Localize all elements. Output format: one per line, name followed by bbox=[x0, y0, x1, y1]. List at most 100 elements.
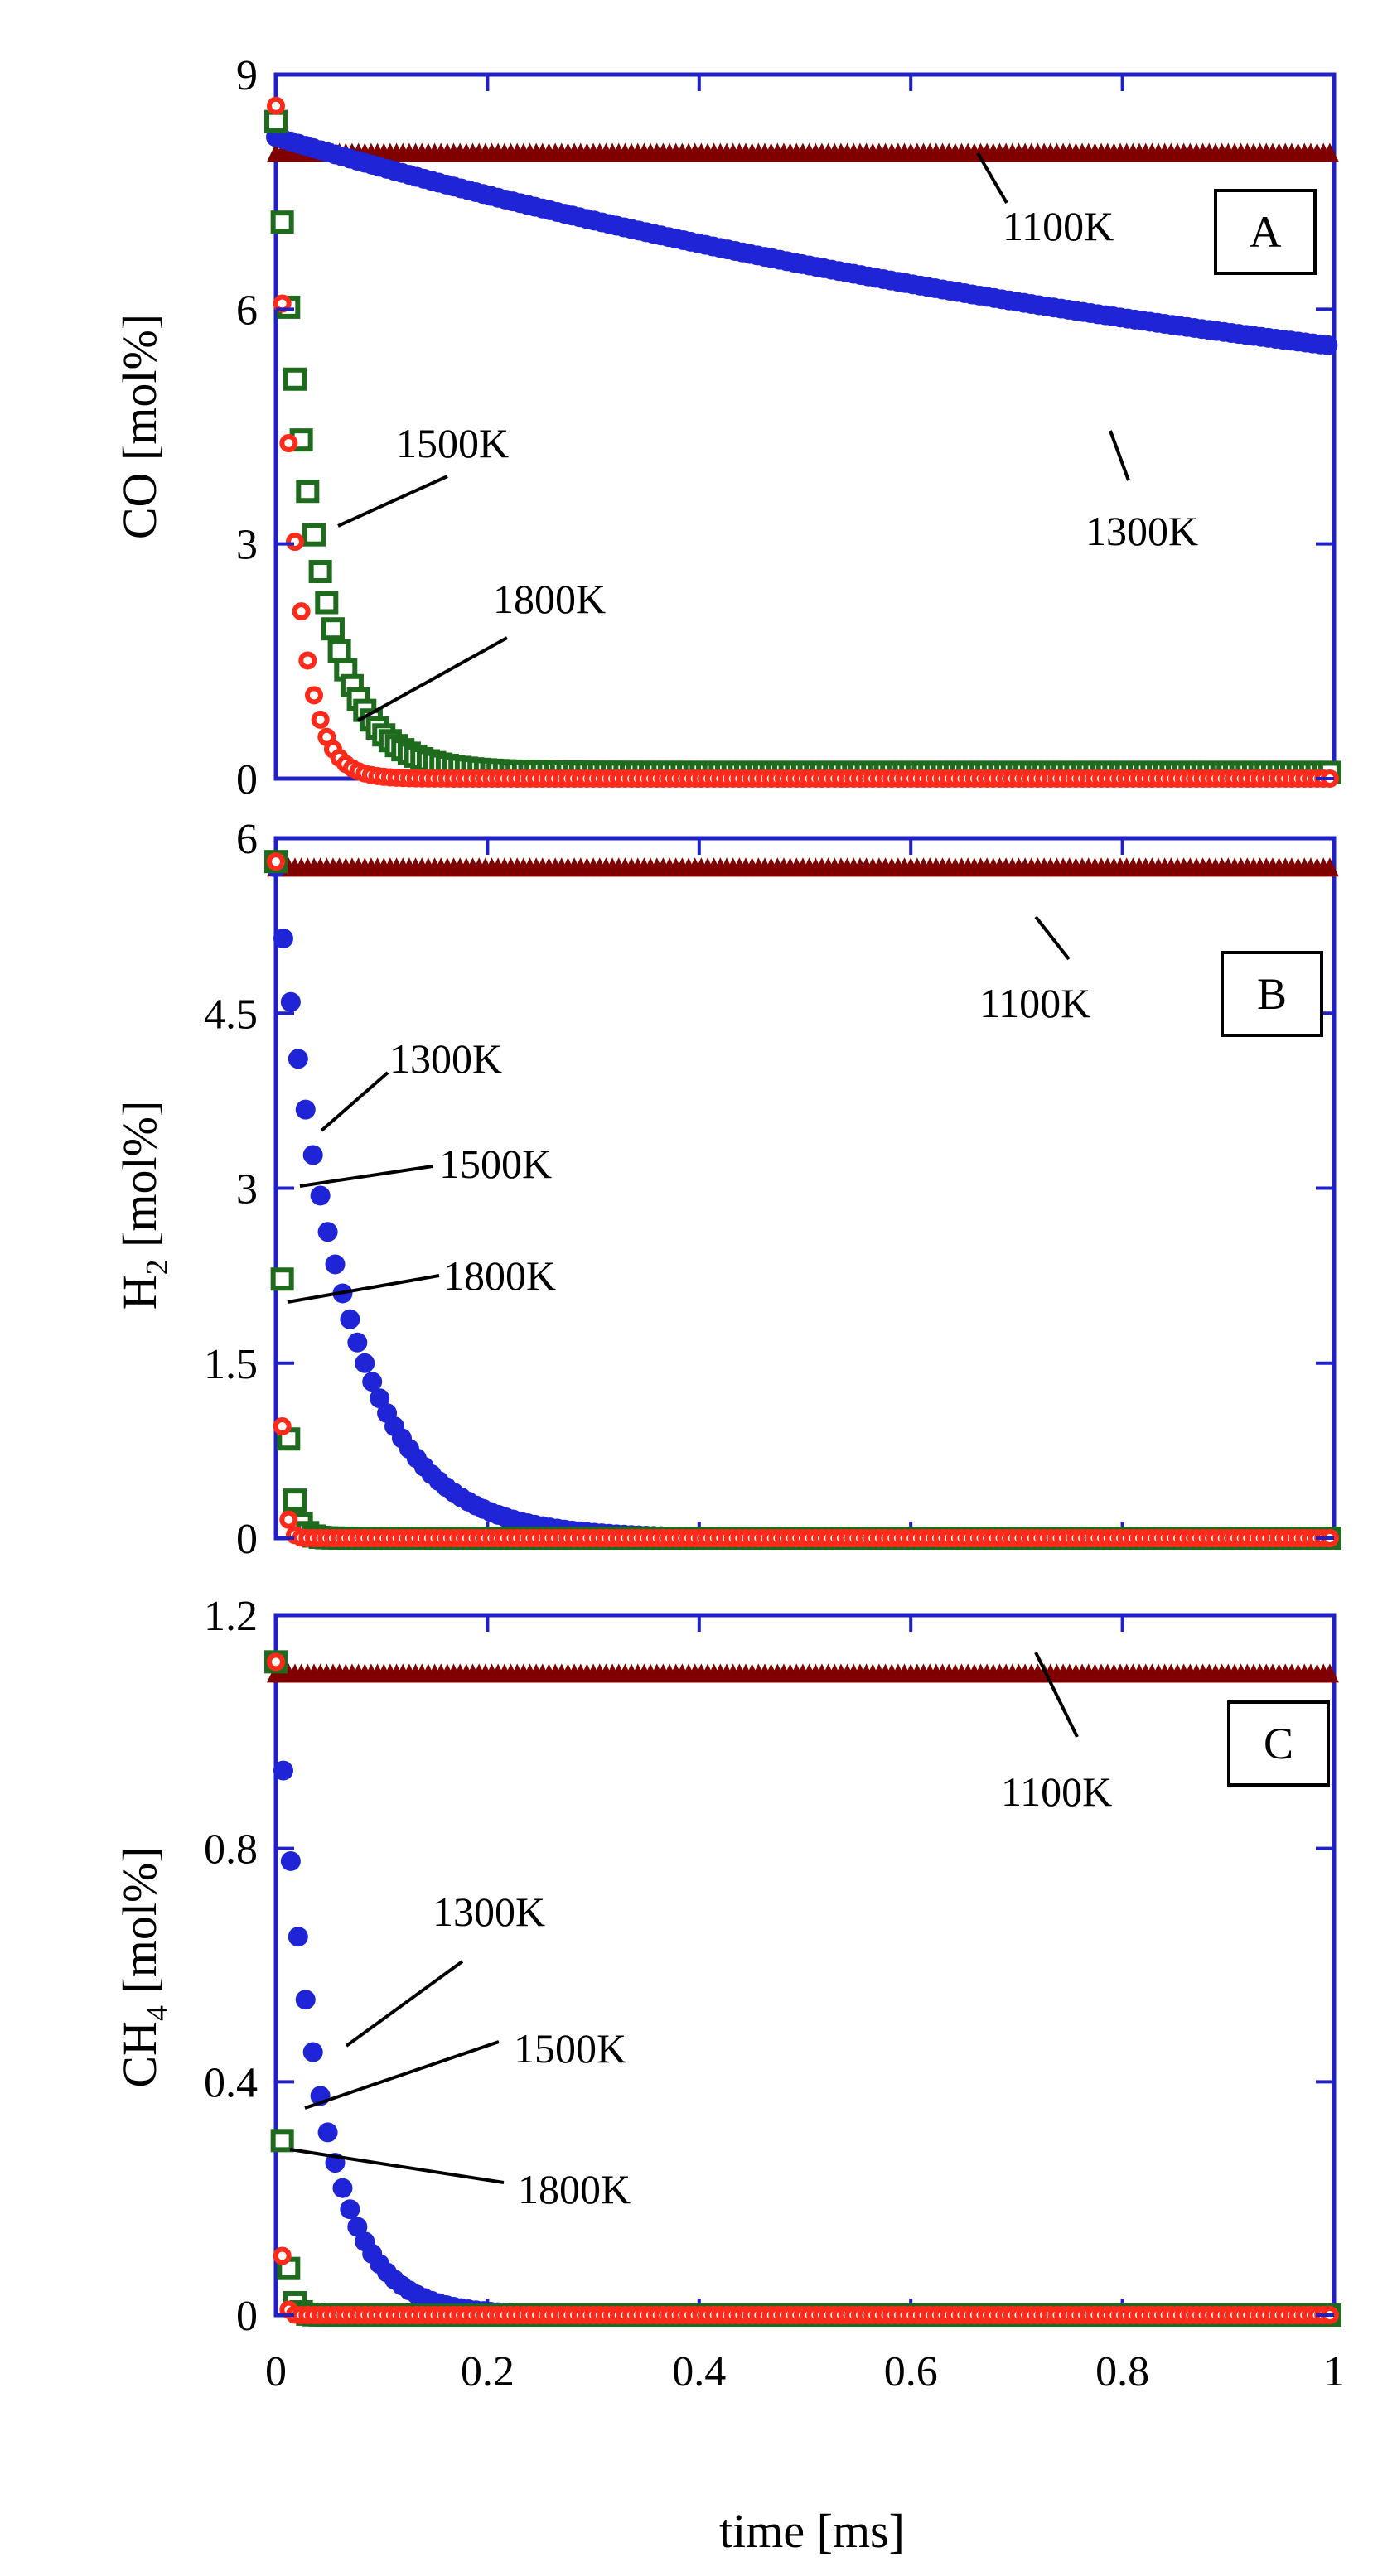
panel-a-point-1800k bbox=[292, 602, 311, 621]
panel-b-pointer-1800k bbox=[287, 1274, 440, 1304]
panel-c-frame bbox=[273, 1613, 1337, 2318]
panel-c-pointer-1800k bbox=[289, 2148, 505, 2184]
panel-a-series-1800k bbox=[267, 96, 1339, 788]
panel-c-pointer-1100k bbox=[1034, 1652, 1079, 1738]
panel-c-point-1300k bbox=[340, 2199, 360, 2220]
panel-c-point-1100k bbox=[1320, 1663, 1339, 1683]
panel-c-letter: C bbox=[1264, 1719, 1293, 1768]
panel-b: 01.534.56 H2 [mol%] B 1100K 1300K 1500K … bbox=[113, 816, 1341, 1563]
panel-b-point-1300k bbox=[325, 1254, 346, 1275]
panel-b-point-1300k bbox=[355, 1353, 375, 1373]
panel-a-letter: A bbox=[1250, 207, 1282, 257]
panel-c-point-1300k bbox=[347, 2217, 368, 2237]
x-tick-label: 0.4 bbox=[672, 2348, 726, 2395]
panel-b-series-1500k bbox=[264, 850, 1341, 1550]
panel-b-series-1100k bbox=[267, 857, 1339, 877]
panel-b-y-tick-label: 4.5 bbox=[204, 991, 258, 1038]
panel-b-point-1300k bbox=[362, 1372, 383, 1392]
panel-b-point-1300k bbox=[280, 991, 301, 1012]
panel-b-point-1800k bbox=[279, 1510, 298, 1529]
panel-c-point-1300k bbox=[280, 1850, 301, 1871]
panel-a-data bbox=[264, 75, 1341, 788]
panel-a-pointer-1100k bbox=[976, 152, 1008, 205]
panel-b-point-1300k bbox=[302, 1145, 323, 1165]
panel-c-point-1300k bbox=[332, 2178, 353, 2198]
panel-c-letter-box bbox=[1227, 1700, 1330, 1787]
panel-c-label-1500k: 1500K bbox=[514, 2025, 626, 2072]
panel-c-point-1300k bbox=[302, 2042, 323, 2062]
panel-a-label-1800k: 1800K bbox=[493, 576, 606, 622]
x-tick-label: 0 bbox=[265, 2348, 287, 2395]
panel-a-point-1300k bbox=[1317, 335, 1338, 355]
panel-a-point-1500k bbox=[321, 617, 345, 641]
panel-b-pointer-1500k bbox=[299, 1165, 433, 1188]
panel-c-x-ticks: 0 0.2 0.4 0.6 0.8 1 bbox=[265, 2348, 1345, 2395]
panel-c-point-1300k bbox=[295, 1990, 316, 2010]
panel-b-point-1300k bbox=[347, 1332, 368, 1353]
panel-c-y-ticks: 0 0.4 0.8 1.2 bbox=[204, 1593, 1334, 2340]
panel-a-point-1500k bbox=[264, 109, 288, 133]
panel-a-point-1800k bbox=[298, 651, 317, 670]
panel-b-letter-box bbox=[1221, 951, 1323, 1037]
panel-c-y-axis-label: CH4 [mol%] bbox=[113, 1846, 175, 2087]
panel-b-y-tick-label: 1.5 bbox=[204, 1341, 258, 1388]
panel-b-point-1300k bbox=[288, 1049, 308, 1069]
panel-a-point-1500k bbox=[308, 560, 332, 584]
panel-a-point-1800k bbox=[267, 96, 285, 115]
panel-b-point-1300k bbox=[340, 1309, 360, 1329]
panel-a-pointer-1300k bbox=[1109, 430, 1130, 481]
panel-a-y-tick-label: 0 bbox=[236, 756, 258, 803]
x-tick-label: 1 bbox=[1323, 2348, 1345, 2395]
panel-a-series-1100k bbox=[267, 142, 1339, 162]
panel-a-point-1500k bbox=[315, 591, 339, 615]
panel-a-pointer-1800k bbox=[357, 636, 508, 722]
panel-a-point-1500k bbox=[302, 523, 326, 547]
panel-a-pointer-1500k bbox=[337, 475, 448, 528]
panel-c-y-tick-label: 0 bbox=[236, 2293, 258, 2340]
panel-b-y-axis-label: H2 [mol%] bbox=[113, 1101, 175, 1310]
panel-b-letter: B bbox=[1257, 969, 1287, 1019]
panel-c-y-tick-label: 0.8 bbox=[204, 1826, 258, 1874]
panel-c-point-1300k bbox=[317, 2122, 338, 2143]
panel-c-series-1100k bbox=[267, 1663, 1339, 1683]
panel-c-data bbox=[264, 1615, 1341, 2327]
panel-b-point-1500k bbox=[283, 1488, 307, 1512]
panel-b-series-1800k bbox=[267, 852, 1339, 1547]
panel-a-point-1500k bbox=[270, 210, 294, 234]
panel-c-pointer-1500k bbox=[304, 2040, 500, 2110]
panel-a-point-1800k bbox=[285, 533, 304, 552]
panel-c-label-1300k: 1300K bbox=[433, 1889, 545, 1935]
panel-b-y-tick-label: 0 bbox=[236, 1516, 258, 1563]
panel-b-series-1300k bbox=[266, 857, 1338, 1548]
panel-b-y-ticks: 0 1.5 3 4.5 6 bbox=[204, 816, 1334, 1563]
panel-c-y-tick-label: 0.4 bbox=[204, 2059, 258, 2106]
panel-c-point-1800k bbox=[267, 1652, 285, 1672]
panel-a-point-1800k bbox=[311, 710, 330, 729]
panel-a-y-tick-label: 6 bbox=[236, 287, 258, 334]
panel-c-label-1100k: 1100K bbox=[1001, 1768, 1112, 1815]
panel-a-letter-box bbox=[1214, 189, 1317, 275]
panel-b-y-tick-label: 3 bbox=[236, 1166, 258, 1213]
panel-c-point-1500k bbox=[270, 2129, 294, 2153]
panel-a-point-1800k bbox=[279, 434, 298, 453]
panel-b-point-1300k bbox=[310, 1185, 331, 1206]
panel-c-label-1800k: 1800K bbox=[518, 2166, 631, 2212]
panel-c-series-1800k bbox=[267, 1652, 1339, 2324]
panel-b-label-1100k: 1100K bbox=[979, 980, 1090, 1026]
panel-b-point-1300k bbox=[295, 1099, 316, 1120]
panel-a-y-axis-label: CO [mol%] bbox=[113, 314, 167, 539]
panel-a: 0 3 6 9 CO [mol%] A 1100K 1300K 1500K 1800K bbox=[113, 52, 1341, 803]
panel-a-point-1500k bbox=[327, 639, 351, 663]
panel-a-point-1500k bbox=[296, 480, 320, 504]
panel-c-point-1300k bbox=[273, 1760, 293, 1781]
panel-c-pointer-1300k bbox=[345, 1960, 464, 2048]
panel-a-y-ticks: 0 3 6 9 bbox=[236, 52, 1334, 803]
panel-b-label-1500k: 1500K bbox=[439, 1141, 552, 1187]
panel-b-point-1300k bbox=[273, 929, 293, 949]
panel-a-label-1300k: 1300K bbox=[1085, 508, 1198, 554]
panel-b-label-1800k: 1800K bbox=[443, 1252, 556, 1299]
panel-b-pointer-1300k bbox=[320, 1071, 389, 1132]
panel-a-point-1800k bbox=[304, 686, 323, 705]
panel-b-point-1800k bbox=[273, 1416, 292, 1435]
panel-a-label-1100k: 1100K bbox=[1003, 203, 1114, 249]
